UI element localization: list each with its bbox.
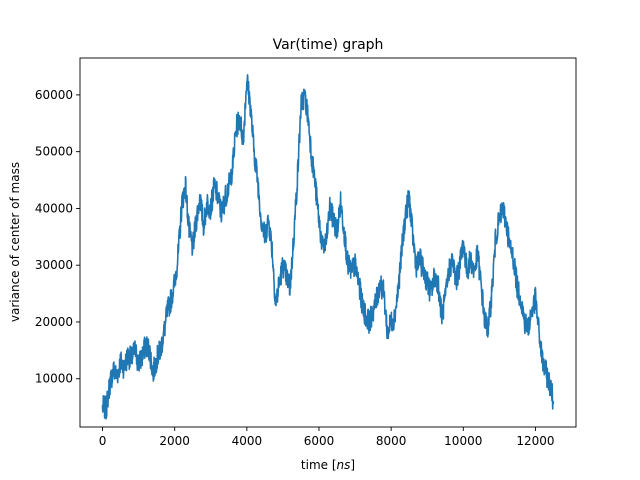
y-tick-label: 40000 <box>35 201 73 215</box>
x-axis-ticks: 0 2000 4000 6000 8000 10000 12000 <box>99 427 555 448</box>
y-axis-ticks: 10000 20000 30000 40000 50000 60000 <box>35 88 80 386</box>
x-tick-label: 0 <box>99 434 107 448</box>
x-axis-label: time [ns] <box>301 458 355 472</box>
plot-area <box>101 74 555 420</box>
y-tick-label: 60000 <box>35 88 73 102</box>
x-tick-label: 12000 <box>516 434 554 448</box>
x-tick-label: 2000 <box>159 434 190 448</box>
x-tick-label: 6000 <box>304 434 335 448</box>
y-tick-label: 20000 <box>35 315 73 329</box>
plot-frame <box>79 57 577 428</box>
y-tick-label: 50000 <box>35 145 73 159</box>
y-axis-label: variance of center of mass <box>8 162 22 322</box>
x-tick-label: 8000 <box>376 434 407 448</box>
series-line <box>101 74 555 420</box>
x-tick-label: 4000 <box>232 434 263 448</box>
y-tick-label: 30000 <box>35 258 73 272</box>
y-tick-label: 10000 <box>35 372 73 386</box>
chart-title: Var(time) graph <box>273 37 384 53</box>
x-tick-label: 10000 <box>444 434 482 448</box>
